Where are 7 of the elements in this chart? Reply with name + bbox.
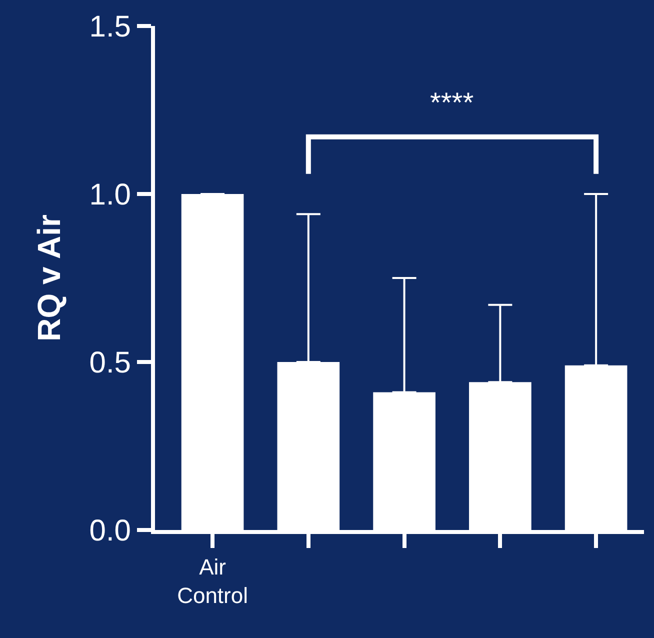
y-tick-label: 1.5	[89, 10, 131, 44]
y-tick-label: 0.5	[89, 346, 131, 380]
annotation: ****	[430, 87, 474, 118]
y-axis-title: RQ v Air	[31, 214, 68, 342]
x-tick-label: Air Control	[177, 554, 248, 608]
y-tick-label: 1.0	[89, 178, 131, 212]
y-tick-label: 0.0	[89, 514, 131, 548]
